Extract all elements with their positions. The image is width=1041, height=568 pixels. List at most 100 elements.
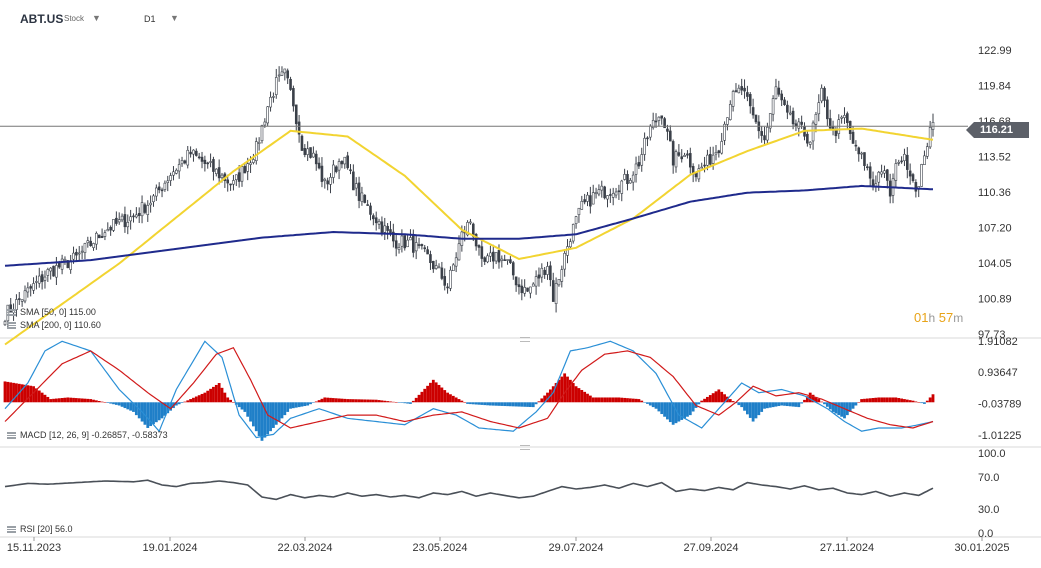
macd-histogram-bar: [109, 402, 113, 404]
rsi-axis: 100.0 70.0 30.0 0.0: [978, 448, 1006, 540]
macd-histogram-bar: [634, 398, 638, 403]
candle: [180, 156, 184, 167]
candle-body: [374, 217, 378, 224]
timeframe-label[interactable]: D1: [144, 14, 156, 24]
candle: [697, 164, 701, 183]
candle: [780, 90, 783, 107]
candle-body: [791, 110, 795, 125]
candle-body: [146, 205, 150, 215]
candles: [3, 66, 935, 329]
timeframe-dropdown-icon[interactable]: ▼: [170, 13, 179, 23]
candle: [392, 223, 395, 248]
candle: [589, 186, 592, 214]
macd-histogram-bar: [177, 402, 181, 405]
candle: [637, 155, 641, 170]
pane-resize-handle[interactable]: [520, 445, 530, 450]
candle-body: [414, 242, 418, 252]
candle: [60, 254, 64, 275]
candle: [229, 183, 232, 191]
candle-body: [115, 217, 118, 224]
indicator-settings-icon[interactable]: [7, 308, 16, 316]
candle: [763, 126, 766, 146]
macd-histogram-bar: [771, 402, 775, 408]
price-axis-tick: 97.73: [978, 329, 1006, 341]
macd-histogram-bar: [668, 402, 672, 423]
candle: [506, 259, 509, 265]
macd-legend[interactable]: MACD [12, 26, 9] -0.26857, -0.58373: [7, 430, 168, 440]
candle-body: [577, 207, 581, 216]
macd-histogram-bar: [29, 385, 33, 403]
candle-body: [394, 240, 398, 249]
indicator-settings-icon[interactable]: [7, 431, 16, 439]
macd-histogram-bar: [828, 402, 832, 410]
sma200-legend[interactable]: SMA [200, 0] 110.60: [7, 320, 101, 330]
rsi-legend[interactable]: RSI [20] 56.0: [7, 524, 73, 534]
candle-body: [669, 130, 672, 142]
candle-body: [86, 240, 90, 244]
candle: [720, 132, 724, 155]
pane-resize-handle[interactable]: [520, 337, 530, 342]
candle-body: [312, 152, 315, 158]
macd-histogram-bar: [500, 402, 504, 406]
macd-histogram-bar: [466, 402, 469, 404]
indicator-settings-icon[interactable]: [7, 321, 16, 329]
candle-body: [557, 279, 561, 286]
candle-body: [928, 126, 932, 148]
macd-histogram-bar: [92, 399, 95, 403]
macd-histogram-bar: [474, 402, 478, 405]
candle-body: [683, 155, 686, 157]
candle-body: [494, 252, 498, 262]
candle-body: [768, 113, 772, 129]
macd-histogram-bar: [394, 402, 398, 403]
macd-histogram-bar: [117, 402, 121, 406]
candle: [657, 116, 661, 127]
symbol-dropdown-icon[interactable]: ▼: [92, 13, 101, 23]
macd-histogram-bar: [920, 402, 923, 404]
candle: [306, 141, 309, 161]
candle-body: [754, 114, 758, 123]
candle-body: [403, 235, 407, 249]
macd-histogram-bar: [868, 398, 872, 403]
candle: [517, 277, 521, 295]
candle: [232, 174, 235, 191]
time-axis-tick: 15.11.2023: [7, 542, 61, 554]
macd-histogram-bar: [437, 384, 441, 403]
macd-histogram-bar: [77, 398, 81, 403]
candle-body: [214, 168, 218, 174]
macd-histogram: [3, 373, 935, 441]
macd-histogram-bar: [152, 402, 155, 425]
macd-histogram-bar: [272, 402, 275, 428]
symbol-label[interactable]: ABT.US: [20, 12, 64, 26]
candle-body: [35, 281, 38, 283]
macd-histogram-bar: [894, 397, 898, 403]
candle: [100, 228, 104, 239]
macd-histogram-bar: [677, 402, 681, 422]
macd-histogram-bar: [877, 397, 881, 403]
macd-histogram-bar: [400, 402, 404, 403]
candle-body: [232, 180, 235, 185]
candle: [297, 114, 301, 143]
macd-histogram-bar: [783, 402, 786, 406]
indicator-settings-icon[interactable]: [7, 525, 16, 533]
macd-histogram-bar: [237, 402, 241, 408]
macd-histogram-bar: [232, 402, 235, 403]
macd-histogram-bar: [403, 402, 407, 404]
sma50-legend[interactable]: SMA [50, 0] 115.00: [7, 307, 96, 317]
macd-histogram-bar: [123, 402, 127, 409]
candle-body: [840, 116, 843, 119]
candle: [43, 270, 47, 289]
macd-histogram-bar: [169, 402, 173, 411]
candle: [543, 266, 546, 279]
macd-histogram-bar: [23, 384, 27, 403]
macd-histogram-bar: [480, 402, 484, 405]
macd-histogram-bar: [526, 402, 529, 407]
candle-body: [226, 179, 230, 184]
candle-body: [209, 161, 212, 163]
candle: [157, 182, 161, 194]
candle: [654, 113, 658, 128]
macd-histogram-bar: [606, 397, 609, 403]
macd-histogram-bar: [360, 399, 364, 403]
macd-histogram-bar: [486, 402, 489, 406]
candle-body: [446, 286, 449, 289]
